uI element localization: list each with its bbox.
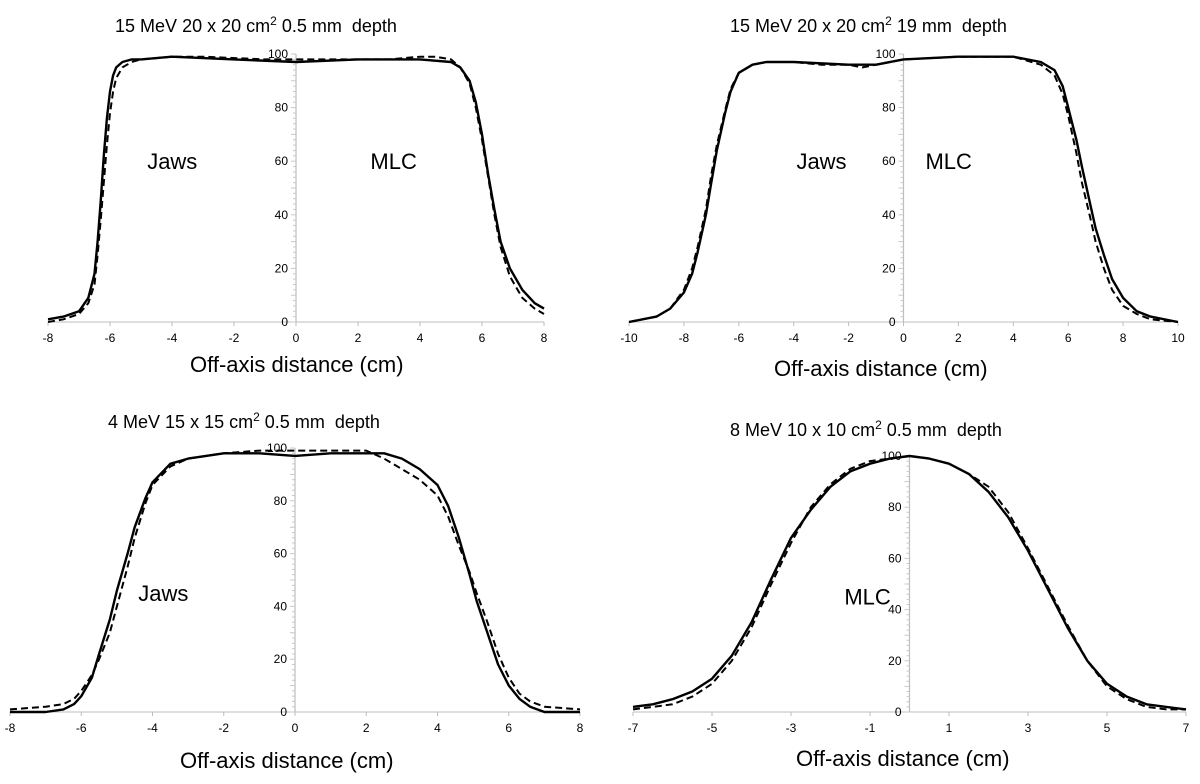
chart-title-2: 15 MeV 20 x 20 cm2 19 mm depth bbox=[730, 14, 1007, 36]
annotation-label: MLC bbox=[925, 149, 972, 174]
series-line-solid bbox=[632, 454, 1187, 711]
x-tick-label: -8 bbox=[43, 331, 54, 345]
annotation-label: Jaws bbox=[796, 149, 846, 174]
x-tick-label: 8 bbox=[577, 721, 584, 735]
y-tick-label: 20 bbox=[882, 261, 896, 275]
y-tick-label: 0 bbox=[281, 315, 288, 329]
x-tick-label: -6 bbox=[76, 721, 87, 735]
y-tick-label: 40 bbox=[882, 208, 896, 222]
x-tick-label: 2 bbox=[955, 331, 962, 345]
x-tick-label: 1 bbox=[946, 721, 953, 735]
annotation-label: Jaws bbox=[147, 149, 197, 174]
x-tick-label: -8 bbox=[5, 721, 16, 735]
x-tick-label: -2 bbox=[218, 721, 229, 735]
x-axis-label-2: Off-axis distance (cm) bbox=[774, 356, 988, 381]
x-axis-label-3: Off-axis distance (cm) bbox=[180, 748, 394, 773]
annotation-label: MLC bbox=[844, 584, 891, 609]
y-tick-label: 60 bbox=[888, 551, 902, 565]
y-tick-label: 0 bbox=[280, 705, 287, 719]
chart-panel-2: 15 MeV 20 x 20 cm2 19 mm depth -10 -8 -6 -4… bbox=[600, 0, 1200, 392]
x-tick-label: 6 bbox=[479, 331, 486, 345]
x-tick-label: 2 bbox=[355, 331, 362, 345]
x-tick-label: -8 bbox=[679, 331, 690, 345]
y-tick-label: 40 bbox=[275, 208, 289, 222]
y-tick-label: 20 bbox=[275, 261, 289, 275]
y-tick-label: 60 bbox=[882, 154, 896, 168]
y-tick-label: 20 bbox=[274, 652, 288, 666]
series-line-dashed bbox=[628, 55, 1179, 323]
x-tick-label: 0 bbox=[293, 331, 300, 345]
y-tick-label: 80 bbox=[888, 500, 902, 514]
x-tick-label: -7 bbox=[628, 721, 639, 735]
x-tick-label: -4 bbox=[788, 331, 799, 345]
y-tick-label: 80 bbox=[275, 101, 289, 115]
x-tick-label: -2 bbox=[843, 331, 854, 345]
y-tick-label: 0 bbox=[889, 315, 896, 329]
x-tick-label: -5 bbox=[707, 721, 718, 735]
x-tick-label: 2 bbox=[363, 721, 370, 735]
x-tick-label: 6 bbox=[505, 721, 512, 735]
x-axis-label-4: Off-axis distance (cm) bbox=[796, 746, 1010, 771]
x-tick-label: 8 bbox=[541, 331, 548, 345]
y-tick-label: 0 bbox=[895, 705, 902, 719]
y-tick-label: 60 bbox=[275, 154, 289, 168]
x-tick-label: -10 bbox=[620, 331, 638, 345]
x-tick-label: -4 bbox=[167, 331, 178, 345]
chart-title-4: 8 MeV 10 x 10 cm2 0.5 mm depth bbox=[730, 418, 1002, 440]
annotation-label: Jaws bbox=[138, 581, 188, 606]
x-tick-label: 0 bbox=[900, 331, 907, 345]
x-tick-label: 4 bbox=[434, 721, 441, 735]
series-line-dashed bbox=[47, 55, 545, 323]
x-tick-label: 7 bbox=[1183, 721, 1190, 735]
x-tick-label: -2 bbox=[229, 331, 240, 345]
x-axis-label-1: Off-axis distance (cm) bbox=[190, 352, 404, 377]
x-tick-label: -6 bbox=[105, 331, 116, 345]
chart-panel-1: 15 MeV 20 x 20 cm2 0.5 mm depth -8 -6 -4 -2… bbox=[0, 0, 600, 392]
annotation-label: MLC bbox=[370, 149, 417, 174]
x-tick-label: 4 bbox=[417, 331, 424, 345]
x-tick-label: -6 bbox=[733, 331, 744, 345]
chart-panel-3: 4 MeV 15 x 15 cm2 0.5 mm depth -8 -6 -4 -2 0… bbox=[0, 392, 600, 784]
x-tick-label: 8 bbox=[1120, 331, 1127, 345]
x-tick-label: -4 bbox=[147, 721, 158, 735]
y-tick-label: 20 bbox=[888, 654, 902, 668]
x-tick-label: 3 bbox=[1025, 721, 1032, 735]
x-tick-label: -3 bbox=[786, 721, 797, 735]
x-tick-label: 0 bbox=[292, 721, 299, 735]
chart-title-1: 15 MeV 20 x 20 cm2 0.5 mm depth bbox=[115, 14, 397, 36]
y-tick-label: 60 bbox=[274, 547, 288, 561]
x-tick-label: 6 bbox=[1065, 331, 1072, 345]
x-tick-label: 10 bbox=[1171, 331, 1185, 345]
chart-panel-4: 8 MeV 10 x 10 cm2 0.5 mm depth -7 -5 -3 -1 1… bbox=[600, 392, 1200, 784]
x-tick-label: -1 bbox=[865, 721, 876, 735]
series-line-dashed bbox=[632, 455, 1186, 711]
y-tick-label: 100 bbox=[875, 47, 895, 61]
y-tick-label: 80 bbox=[882, 101, 896, 115]
y-tick-label: 40 bbox=[888, 603, 902, 617]
chart-title-3: 4 MeV 15 x 15 cm2 0.5 mm depth bbox=[108, 410, 380, 432]
y-tick-label: 80 bbox=[274, 494, 288, 508]
series-line-solid bbox=[10, 452, 580, 714]
series-line-dashed bbox=[9, 449, 581, 711]
x-tick-label: 5 bbox=[1104, 721, 1111, 735]
y-tick-label: 100 bbox=[268, 47, 288, 61]
x-tick-label: 4 bbox=[1010, 331, 1017, 345]
y-tick-label: 40 bbox=[274, 599, 288, 613]
